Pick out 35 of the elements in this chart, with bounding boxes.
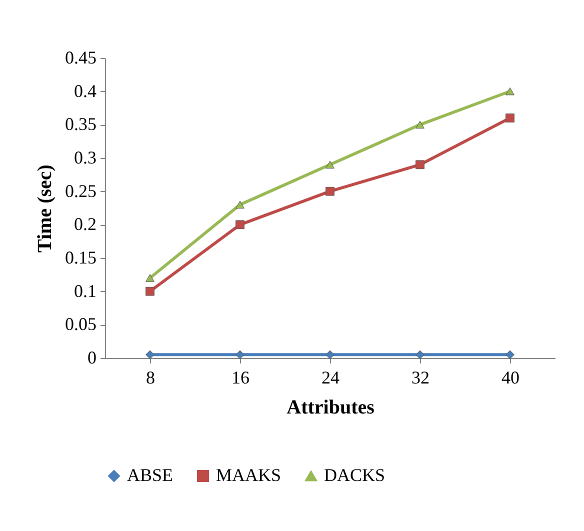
x-tick-label: 24 bbox=[322, 368, 340, 388]
point bbox=[506, 87, 514, 96]
y-tick-label: 0.4 bbox=[74, 80, 96, 101]
point bbox=[416, 120, 424, 129]
y-axis-title: Time (sec) bbox=[34, 164, 56, 252]
legend-label: MAAKS bbox=[216, 465, 282, 485]
point bbox=[326, 186, 334, 196]
legend-label: ABSE bbox=[127, 465, 174, 485]
y-tick-label: 0.35 bbox=[65, 114, 96, 134]
y-tick-label: 0.3 bbox=[74, 148, 96, 168]
point bbox=[146, 286, 154, 296]
point bbox=[146, 274, 154, 282]
x-tick-label: 8 bbox=[146, 368, 155, 388]
point bbox=[236, 200, 244, 209]
legend-label: DACKS bbox=[324, 465, 386, 485]
y-tick-label: 0.05 bbox=[65, 314, 96, 334]
point bbox=[146, 350, 154, 360]
y-tick-label: 0.2 bbox=[74, 214, 96, 234]
y-tick-label: 0 bbox=[88, 348, 96, 368]
point bbox=[416, 160, 424, 170]
y-tick-label: 0.15 bbox=[65, 248, 96, 268]
x-tick-label: 16 bbox=[232, 368, 250, 388]
x-tick-label: 32 bbox=[412, 368, 430, 388]
point bbox=[236, 350, 244, 360]
y-tick-label: 0.45 bbox=[65, 48, 96, 68]
y-tick-label: 0.1 bbox=[74, 280, 96, 301]
point bbox=[236, 220, 244, 230]
point bbox=[326, 350, 334, 360]
x-tick-label: 40 bbox=[502, 368, 520, 388]
y-tick-label: 0.25 bbox=[65, 180, 96, 201]
point bbox=[506, 114, 514, 122]
point bbox=[506, 350, 514, 360]
point bbox=[326, 160, 334, 169]
point bbox=[416, 350, 424, 360]
x-axis-title: Attributes bbox=[286, 396, 375, 418]
